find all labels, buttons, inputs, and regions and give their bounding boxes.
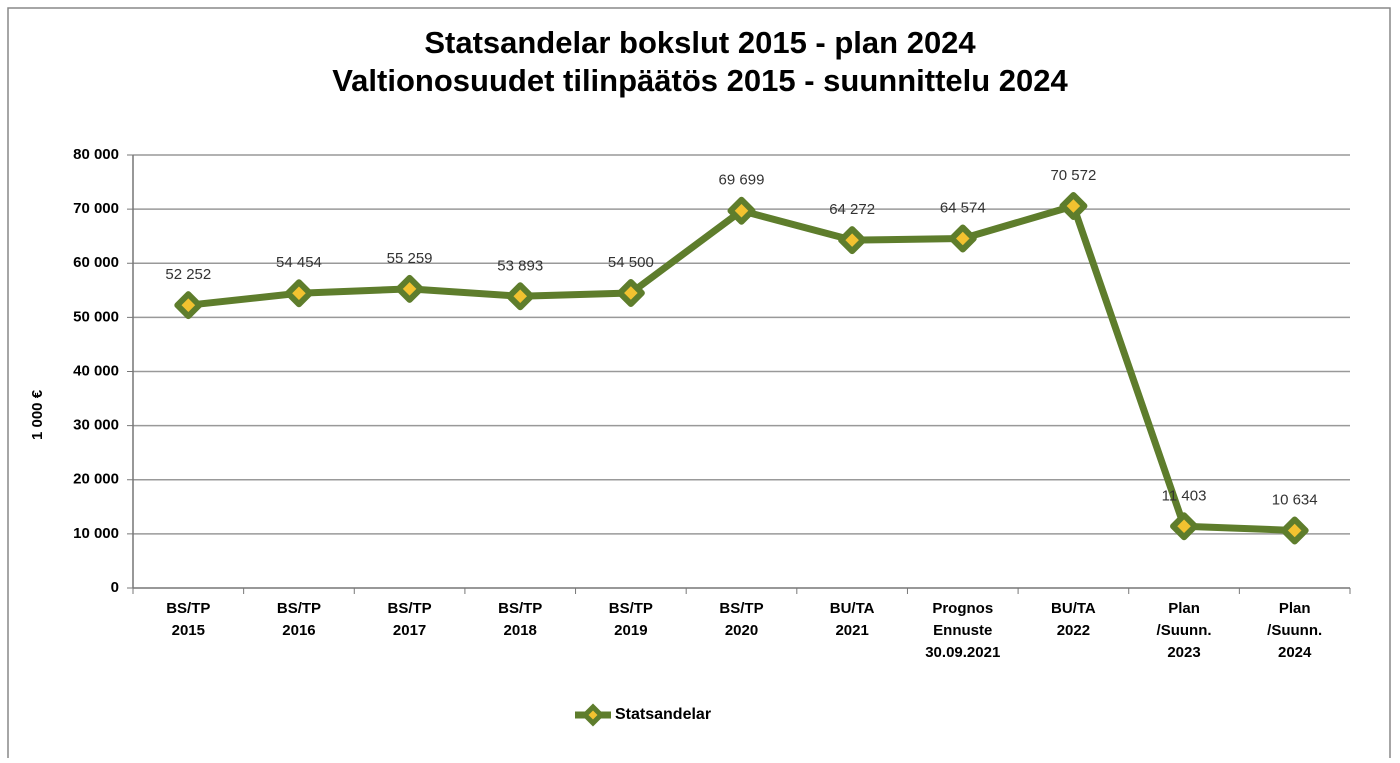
x-tick-label: BS/TP [719,600,763,617]
data-marker [616,279,645,308]
data-label: 64 574 [940,199,986,216]
x-tick-label: Plan [1168,600,1200,617]
y-tick-label: 10 000 [73,525,119,542]
data-label: 55 259 [387,250,433,267]
x-tick-label: Ennuste [933,622,992,639]
x-tick-label: BS/TP [498,600,542,617]
x-tick-label: Prognos [932,600,993,617]
data-marker [948,224,977,253]
y-tick-label: 20 000 [73,471,119,488]
chart-border [7,7,1391,763]
data-label: 53 893 [497,257,543,274]
y-tick-label: 0 [111,579,119,596]
data-label: 70 572 [1050,167,1096,184]
data-label: 69 699 [719,172,765,189]
x-tick-label: BU/TA [830,600,875,617]
data-label: 52 252 [165,266,211,283]
x-tick-label: 2022 [1057,622,1090,639]
y-tick-label: 30 000 [73,417,119,434]
data-marker [1280,516,1309,545]
y-tick-label: 60 000 [73,254,119,271]
x-tick-label: 2015 [172,622,205,639]
data-marker [395,274,424,303]
y-tick-label: 50 000 [73,308,119,325]
x-tick-label: BS/TP [387,600,431,617]
data-label: 54 454 [276,254,322,271]
chart-title: Valtionosuudet tilinpäätös 2015 - suunni… [332,63,1068,98]
x-tick-label: Plan [1279,600,1311,617]
data-label: 64 272 [829,201,875,218]
x-tick-label: 2024 [1278,644,1312,661]
x-tick-label: /Suunn. [1267,622,1322,639]
chart-title: Statsandelar bokslut 2015 - plan 2024 [424,25,976,60]
data-marker [174,291,203,320]
x-tick-label: /Suunn. [1157,622,1212,639]
data-marker [727,196,756,225]
data-marker [1059,192,1088,221]
x-tick-label: 2018 [504,622,537,639]
x-tick-label: 2016 [282,622,315,639]
data-marker [1170,512,1199,541]
x-tick-label: 2021 [835,622,868,639]
x-tick-label: BS/TP [609,600,653,617]
y-tick-label: 40 000 [73,362,119,379]
x-tick-label: BS/TP [277,600,321,617]
data-marker [838,226,867,255]
data-marker [284,279,313,308]
x-tick-label: 30.09.2021 [925,644,1000,661]
legend-marker [581,703,605,727]
y-axis-label: 1 000 € [29,389,46,440]
x-tick-label: 2019 [614,622,647,639]
x-tick-label: 2023 [1167,644,1200,661]
x-tick-label: BS/TP [166,600,210,617]
legend-label: Statsandelar [615,706,711,723]
x-tick-label: BU/TA [1051,600,1096,617]
data-marker [506,282,535,311]
data-label: 54 500 [608,254,654,271]
x-tick-label: 2020 [725,622,758,639]
data-label: 10 634 [1272,491,1318,508]
y-tick-label: 80 000 [73,146,119,163]
data-label: 11 403 [1162,487,1207,504]
y-tick-label: 70 000 [73,200,119,217]
x-tick-label: 2017 [393,622,426,639]
